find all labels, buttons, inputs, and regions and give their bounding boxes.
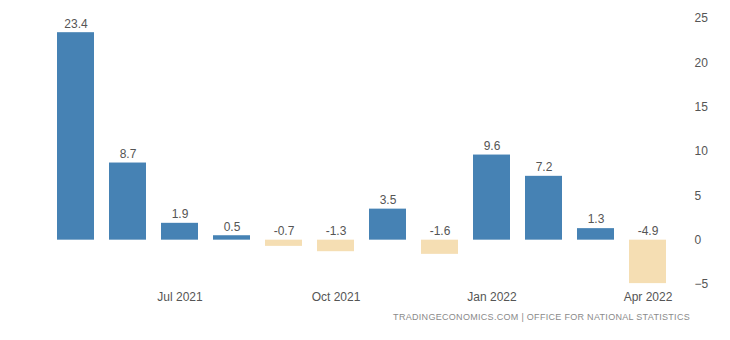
svg-text:1.9: 1.9 — [172, 207, 189, 221]
svg-text:3.5: 3.5 — [380, 193, 397, 207]
svg-text:Jan 2022: Jan 2022 — [467, 290, 517, 304]
svg-text:23.4: 23.4 — [64, 17, 88, 31]
svg-text:5: 5 — [695, 189, 702, 203]
svg-text:8.7: 8.7 — [120, 147, 137, 161]
svg-text:Oct 2021: Oct 2021 — [312, 290, 361, 304]
svg-text:-0.7: -0.7 — [274, 224, 295, 238]
svg-text:Apr 2022: Apr 2022 — [624, 290, 673, 304]
svg-text:-4.9: -4.9 — [638, 224, 659, 238]
svg-text:0: 0 — [695, 233, 702, 247]
svg-text:−5: −5 — [695, 277, 709, 291]
svg-text:10: 10 — [695, 144, 709, 158]
svg-text:25: 25 — [695, 11, 709, 25]
html-text:TRADINGECONOMICS.COM | OFFICE: TRADINGECONOMICS.COM | OFFICE FOR NATION… — [393, 312, 690, 322]
svg-text:9.6: 9.6 — [484, 139, 501, 153]
svg-text:20: 20 — [695, 56, 709, 70]
svg-text:15: 15 — [695, 100, 709, 114]
svg-text:-1.3: -1.3 — [326, 224, 347, 238]
svg-text:Jul 2021: Jul 2021 — [157, 290, 203, 304]
svg-text:7.2: 7.2 — [536, 160, 553, 174]
svg-text:1.3: 1.3 — [588, 212, 605, 226]
svg-text:0.5: 0.5 — [224, 220, 241, 234]
svg-text:-1.6: -1.6 — [430, 224, 451, 238]
